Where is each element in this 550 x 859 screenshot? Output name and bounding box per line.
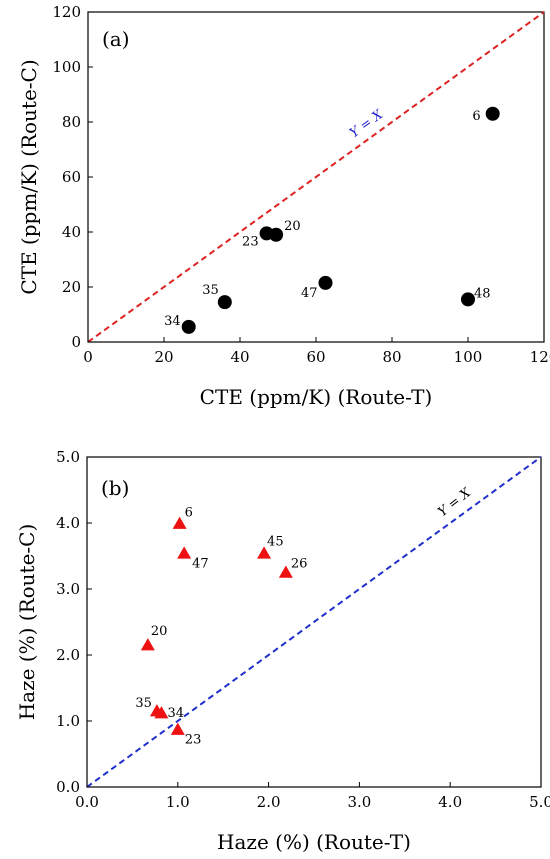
point-label-20: 20: [284, 219, 301, 234]
point-label-47: 47: [192, 556, 209, 571]
point-label-6: 6: [472, 109, 480, 124]
chart-panel-a: 0 20 40 60 80 100 120 0 20 40 60 80 100 120 6 20 23 35 3…: [17, 3, 550, 409]
y-tick-label: 3.0: [56, 580, 80, 598]
point-label-34: 34: [167, 706, 184, 721]
x-tick-label: 5.0: [529, 793, 550, 811]
y-tick-label: 2.0: [56, 646, 80, 664]
point-label-6: 6: [185, 506, 193, 521]
y-tick-label: 5.0: [56, 448, 80, 466]
data-point-48: [461, 292, 475, 307]
point-label-23: 23: [242, 234, 259, 249]
data-point-34: [181, 319, 196, 334]
point-label-23: 23: [185, 733, 202, 748]
plot-area-b: [86, 456, 542, 788]
x-axis-label-a: CTE (ppm/K) (Route-T): [200, 385, 433, 409]
x-tick-labels-a: 0 20 40 60 80 100 120: [83, 337, 550, 366]
point-label-47: 47: [301, 286, 318, 301]
reference-line-a: [87, 11, 545, 343]
point-label-35: 35: [202, 283, 219, 298]
data-point-20: [140, 638, 155, 651]
y-axis-label-a: CTE (ppm/K) (Route-C): [17, 59, 41, 294]
x-tick-label: 3.0: [347, 793, 371, 811]
data-points-a: 6 20 23 35 34 47 48: [164, 106, 500, 334]
point-label-35: 35: [135, 696, 152, 711]
x-axis-label-b: Haze (%) (Route-T): [217, 830, 411, 854]
y-tick-label: 0.0: [56, 778, 80, 796]
x-tick-label: 2.0: [257, 793, 281, 811]
y-tick-label: 60: [62, 168, 81, 186]
y-tick-label: 120: [52, 3, 81, 21]
data-point-35: [217, 295, 232, 310]
data-point-23: [259, 226, 274, 241]
data-point-6: [485, 106, 500, 121]
point-label-34: 34: [164, 314, 181, 329]
x-tick-label: 120: [530, 348, 550, 366]
x-tick-label: 1.0: [166, 793, 190, 811]
x-tick-labels-b: 0.0 1.0 2.0 3.0 4.0 5.0: [75, 782, 550, 811]
data-point-26: [278, 565, 293, 578]
data-point-47: [177, 546, 192, 559]
point-label-20: 20: [151, 624, 168, 639]
reference-line-label-b: Y = X: [435, 485, 474, 520]
data-point-34: [154, 706, 169, 719]
reference-line-b: [86, 456, 542, 788]
data-point-23: [170, 722, 185, 735]
x-tick-label: 0: [83, 348, 93, 366]
x-tick-label: 4.0: [438, 793, 462, 811]
x-tick-label: 40: [230, 348, 249, 366]
chart-panel-b: 0.0 1.0 2.0 3.0 4.0 5.0 0.0 1.0 2.0 3.0 4.0 5.0 6 4…: [15, 448, 550, 854]
data-point-45: [257, 546, 272, 559]
data-point-6: [172, 516, 187, 529]
point-label-45: 45: [267, 534, 284, 549]
y-axis-label-b: Haze (%) (Route-C): [15, 524, 39, 721]
y-tick-label: 100: [52, 58, 81, 76]
y-tick-label: 4.0: [56, 514, 80, 532]
x-tick-label: 20: [154, 348, 173, 366]
point-label-48: 48: [474, 286, 491, 301]
y-tick-label: 80: [62, 113, 81, 131]
reference-line-label-a: Y = X: [347, 107, 386, 141]
y-tick-label: 0: [71, 333, 81, 351]
x-tick-label: 0.0: [75, 793, 99, 811]
panel-label-a: (a): [102, 27, 130, 51]
x-tick-label: 100: [454, 348, 483, 366]
data-point-47: [318, 275, 333, 290]
y-tick-label: 1.0: [56, 712, 80, 730]
y-tick-label: 40: [62, 223, 81, 241]
y-tick-labels-b: 0.0 1.0 2.0 3.0 4.0 5.0: [56, 448, 92, 796]
x-tick-label: 80: [382, 348, 401, 366]
y-tick-labels-a: 0 20 40 60 80 100 120: [52, 3, 93, 351]
y-tick-label: 20: [62, 278, 81, 296]
point-label-26: 26: [291, 557, 308, 572]
panel-label-b: (b): [101, 476, 129, 500]
x-tick-label: 60: [306, 348, 325, 366]
